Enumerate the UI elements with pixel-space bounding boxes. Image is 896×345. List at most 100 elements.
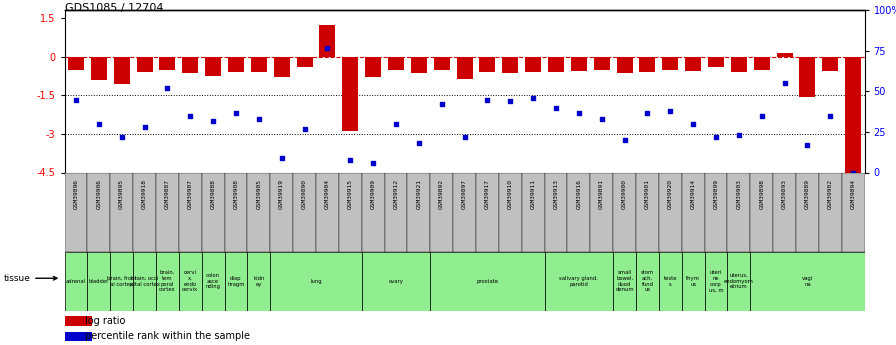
Point xyxy=(160,86,175,91)
Bar xyxy=(708,57,724,67)
Text: prostate: prostate xyxy=(477,279,498,284)
Point xyxy=(137,124,151,130)
Text: GSM39901: GSM39901 xyxy=(645,179,650,209)
Bar xyxy=(796,172,819,252)
Bar xyxy=(297,57,313,67)
Text: GSM39904: GSM39904 xyxy=(325,179,330,209)
Bar xyxy=(247,252,271,310)
Bar xyxy=(567,172,590,252)
Text: GSM39903: GSM39903 xyxy=(737,179,741,209)
Bar xyxy=(616,57,633,73)
Text: GSM39917: GSM39917 xyxy=(485,179,490,209)
Bar xyxy=(841,172,865,252)
Bar xyxy=(411,57,426,73)
Bar xyxy=(156,172,179,252)
Bar xyxy=(590,172,613,252)
Bar xyxy=(754,57,770,70)
Bar xyxy=(384,172,408,252)
Text: GSM39919: GSM39919 xyxy=(280,179,284,209)
Text: GSM39899: GSM39899 xyxy=(713,179,719,209)
Point xyxy=(458,134,472,140)
Bar xyxy=(225,172,247,252)
Bar xyxy=(704,252,728,310)
Text: kidn
ey: kidn ey xyxy=(254,276,264,287)
Point xyxy=(800,142,814,148)
Point xyxy=(411,140,426,146)
Bar xyxy=(110,252,134,310)
Bar xyxy=(202,252,225,310)
Bar xyxy=(594,57,610,70)
Bar xyxy=(613,172,636,252)
Point xyxy=(504,98,518,104)
Text: salivary gland,
parotid: salivary gland, parotid xyxy=(559,276,599,287)
Bar xyxy=(525,57,541,72)
Point xyxy=(69,97,83,102)
Bar xyxy=(662,57,678,70)
Bar xyxy=(159,57,176,70)
Point xyxy=(366,160,380,166)
Text: brain, front
al cortex: brain, front al cortex xyxy=(107,276,136,287)
Point xyxy=(91,121,106,127)
Bar xyxy=(319,24,335,57)
Bar xyxy=(339,172,362,252)
Text: GDS1085 / 12704: GDS1085 / 12704 xyxy=(65,3,163,13)
Bar xyxy=(750,172,773,252)
Bar xyxy=(205,57,221,76)
Text: tissue: tissue xyxy=(4,274,57,283)
Text: adrenal: adrenal xyxy=(66,279,86,284)
Bar xyxy=(68,57,84,70)
Text: vagi
na: vagi na xyxy=(802,276,813,287)
Bar xyxy=(251,57,267,72)
Text: small
bowel,
duod
denum: small bowel, duod denum xyxy=(616,270,633,292)
Bar xyxy=(65,316,92,326)
Point xyxy=(206,118,220,124)
Bar xyxy=(114,57,130,84)
Point xyxy=(823,113,838,119)
Text: GSM39920: GSM39920 xyxy=(668,179,673,209)
Bar xyxy=(799,57,815,97)
Text: percentile rank within the sample: percentile rank within the sample xyxy=(84,331,249,341)
Bar xyxy=(362,172,384,252)
Text: lung: lung xyxy=(310,279,322,284)
Bar xyxy=(90,57,107,80)
Text: uteri
ne
corp
us, m: uteri ne corp us, m xyxy=(709,270,723,292)
Bar xyxy=(521,172,545,252)
Text: GSM39896: GSM39896 xyxy=(73,179,79,209)
Bar xyxy=(704,172,728,252)
Text: colon
asce
nding: colon asce nding xyxy=(205,273,220,289)
Text: GSM39909: GSM39909 xyxy=(371,179,375,209)
Bar xyxy=(728,172,750,252)
Bar xyxy=(65,172,88,252)
Point xyxy=(343,157,358,162)
Text: diap
hragm: diap hragm xyxy=(228,276,245,287)
Point xyxy=(549,105,564,110)
Bar xyxy=(731,57,747,72)
Bar xyxy=(476,172,499,252)
Text: GSM39900: GSM39900 xyxy=(622,179,627,209)
Point xyxy=(526,95,540,101)
Bar xyxy=(503,57,518,73)
Text: GSM39916: GSM39916 xyxy=(576,179,582,209)
Bar xyxy=(362,252,430,310)
Text: GSM39911: GSM39911 xyxy=(530,179,536,209)
Text: GSM39888: GSM39888 xyxy=(211,179,216,209)
Bar xyxy=(430,172,453,252)
Text: GSM39890: GSM39890 xyxy=(302,179,307,209)
Point xyxy=(389,121,403,127)
Point xyxy=(480,97,495,102)
Bar xyxy=(88,252,110,310)
Text: GSM39910: GSM39910 xyxy=(508,179,513,209)
Point xyxy=(641,110,655,115)
Point xyxy=(595,116,609,122)
Text: uterus,
endomyom
etrium: uterus, endomyom etrium xyxy=(724,273,754,289)
Bar xyxy=(728,252,750,310)
Bar xyxy=(636,252,659,310)
Bar xyxy=(156,252,179,310)
Text: stom
ach,
fund
us: stom ach, fund us xyxy=(641,270,654,292)
Bar xyxy=(408,172,430,252)
Text: GSM39895: GSM39895 xyxy=(119,179,125,209)
Point xyxy=(183,113,197,119)
Point xyxy=(663,108,677,114)
Bar xyxy=(636,172,659,252)
Text: GSM39921: GSM39921 xyxy=(417,179,421,209)
